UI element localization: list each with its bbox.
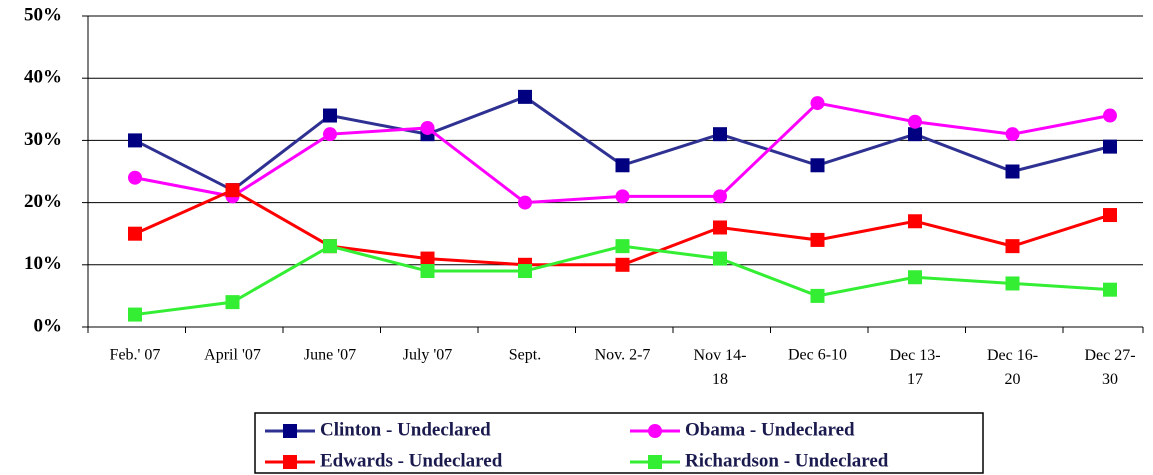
marker: [713, 127, 727, 142]
marker: [128, 133, 142, 148]
y-tick-label: 20%: [24, 191, 62, 212]
marker: [225, 183, 240, 198]
y-tick-label: 30%: [24, 129, 62, 150]
x-tick-label: Nov 14-18: [694, 347, 747, 388]
marker: [908, 214, 922, 229]
marker: [323, 108, 337, 123]
marker: [615, 239, 630, 254]
x-tick-label: Dec 13-17: [889, 347, 940, 388]
series: [128, 239, 1117, 322]
x-tick-label: April '07: [204, 347, 261, 364]
marker: [1103, 282, 1117, 297]
marker: [283, 455, 297, 469]
marker: [615, 158, 630, 173]
x-tick-label: Dec 16-20: [987, 347, 1038, 388]
marker: [648, 424, 662, 438]
marker: [225, 295, 240, 310]
marker: [1103, 139, 1117, 154]
legend: Clinton - Undeclared Obama - Undeclared Ed…: [254, 412, 984, 474]
series: [128, 96, 1117, 210]
legend-label: Edwards - Undeclared: [320, 450, 503, 471]
marker: [1103, 208, 1117, 223]
x-tick-label: Dec 6-10: [788, 347, 847, 364]
marker: [1103, 108, 1117, 123]
y-tick-label: 0%: [34, 315, 63, 336]
marker: [810, 96, 825, 111]
legend-label: Clinton - Undeclared: [320, 419, 491, 440]
legend-box: [254, 412, 984, 474]
x-tick-label: Dec 27-30: [1084, 347, 1135, 388]
marker: [1005, 239, 1020, 254]
marker: [420, 251, 435, 266]
y-tick-label: 40%: [24, 67, 62, 88]
marker: [713, 251, 727, 266]
marker: [128, 170, 142, 185]
marker: [810, 288, 825, 303]
marker: [128, 226, 142, 241]
marker: [518, 89, 532, 104]
x-tick-label: July '07: [403, 347, 453, 364]
x-tick-label: Feb.' 07: [110, 347, 161, 364]
marker: [615, 189, 630, 204]
marker: [1005, 164, 1020, 179]
series-line: [134, 95, 1111, 192]
marker: [323, 127, 337, 142]
marker: [1005, 276, 1020, 291]
marker: [128, 307, 142, 322]
marker: [615, 257, 630, 272]
marker: [648, 455, 662, 469]
series: [128, 89, 1117, 198]
x-tick-label: Nov. 2-7: [595, 347, 651, 364]
legend-label: Richardson - Undeclared: [685, 450, 889, 471]
marker: [1005, 127, 1020, 142]
marker: [810, 158, 825, 173]
marker: [420, 120, 435, 135]
legend-label: Obama - Undeclared: [685, 419, 855, 440]
marker: [420, 264, 435, 279]
marker: [518, 195, 532, 210]
marker: [283, 424, 297, 438]
series-line: [134, 244, 1111, 317]
marker: [518, 264, 532, 279]
y-tick-label: 10%: [24, 253, 62, 274]
marker: [908, 270, 922, 285]
x-tick-label: June '07: [304, 347, 356, 364]
marker: [713, 189, 727, 204]
y-tick-label: 50%: [24, 4, 62, 25]
x-tick-label: Sept.: [509, 347, 541, 364]
marker: [323, 239, 337, 254]
marker: [810, 232, 825, 247]
marker: [908, 114, 922, 129]
marker: [713, 220, 727, 235]
marker: [908, 127, 922, 142]
